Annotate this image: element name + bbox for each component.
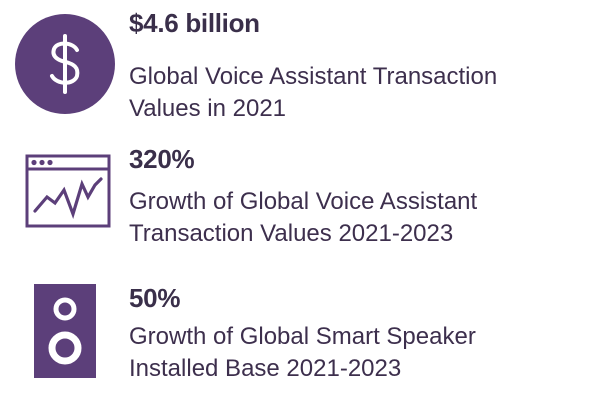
stat-description: Growth of Global Voice Assistant Transac… [129, 188, 478, 247]
stat-value: 320% [129, 144, 195, 174]
dollar-circle-icon [15, 14, 115, 114]
stat-description: Global Voice Assistant Transaction Value… [129, 63, 498, 122]
stat-transaction-values: $4.6 billion Global Voice Assistant Tran… [129, 8, 497, 125]
stat-speaker-growth: 50% Growth of Global Smart Speaker Insta… [129, 283, 476, 385]
line-chart-window-icon [25, 154, 111, 228]
stat-transaction-growth: 320% Growth of Global Voice Assistant Tr… [129, 144, 477, 250]
stat-description: Growth of Global Smart Speaker Installed… [129, 323, 476, 382]
smart-speaker-icon [34, 284, 96, 378]
stat-value: 50% [129, 283, 181, 313]
stat-value: $4.6 billion [129, 8, 260, 38]
